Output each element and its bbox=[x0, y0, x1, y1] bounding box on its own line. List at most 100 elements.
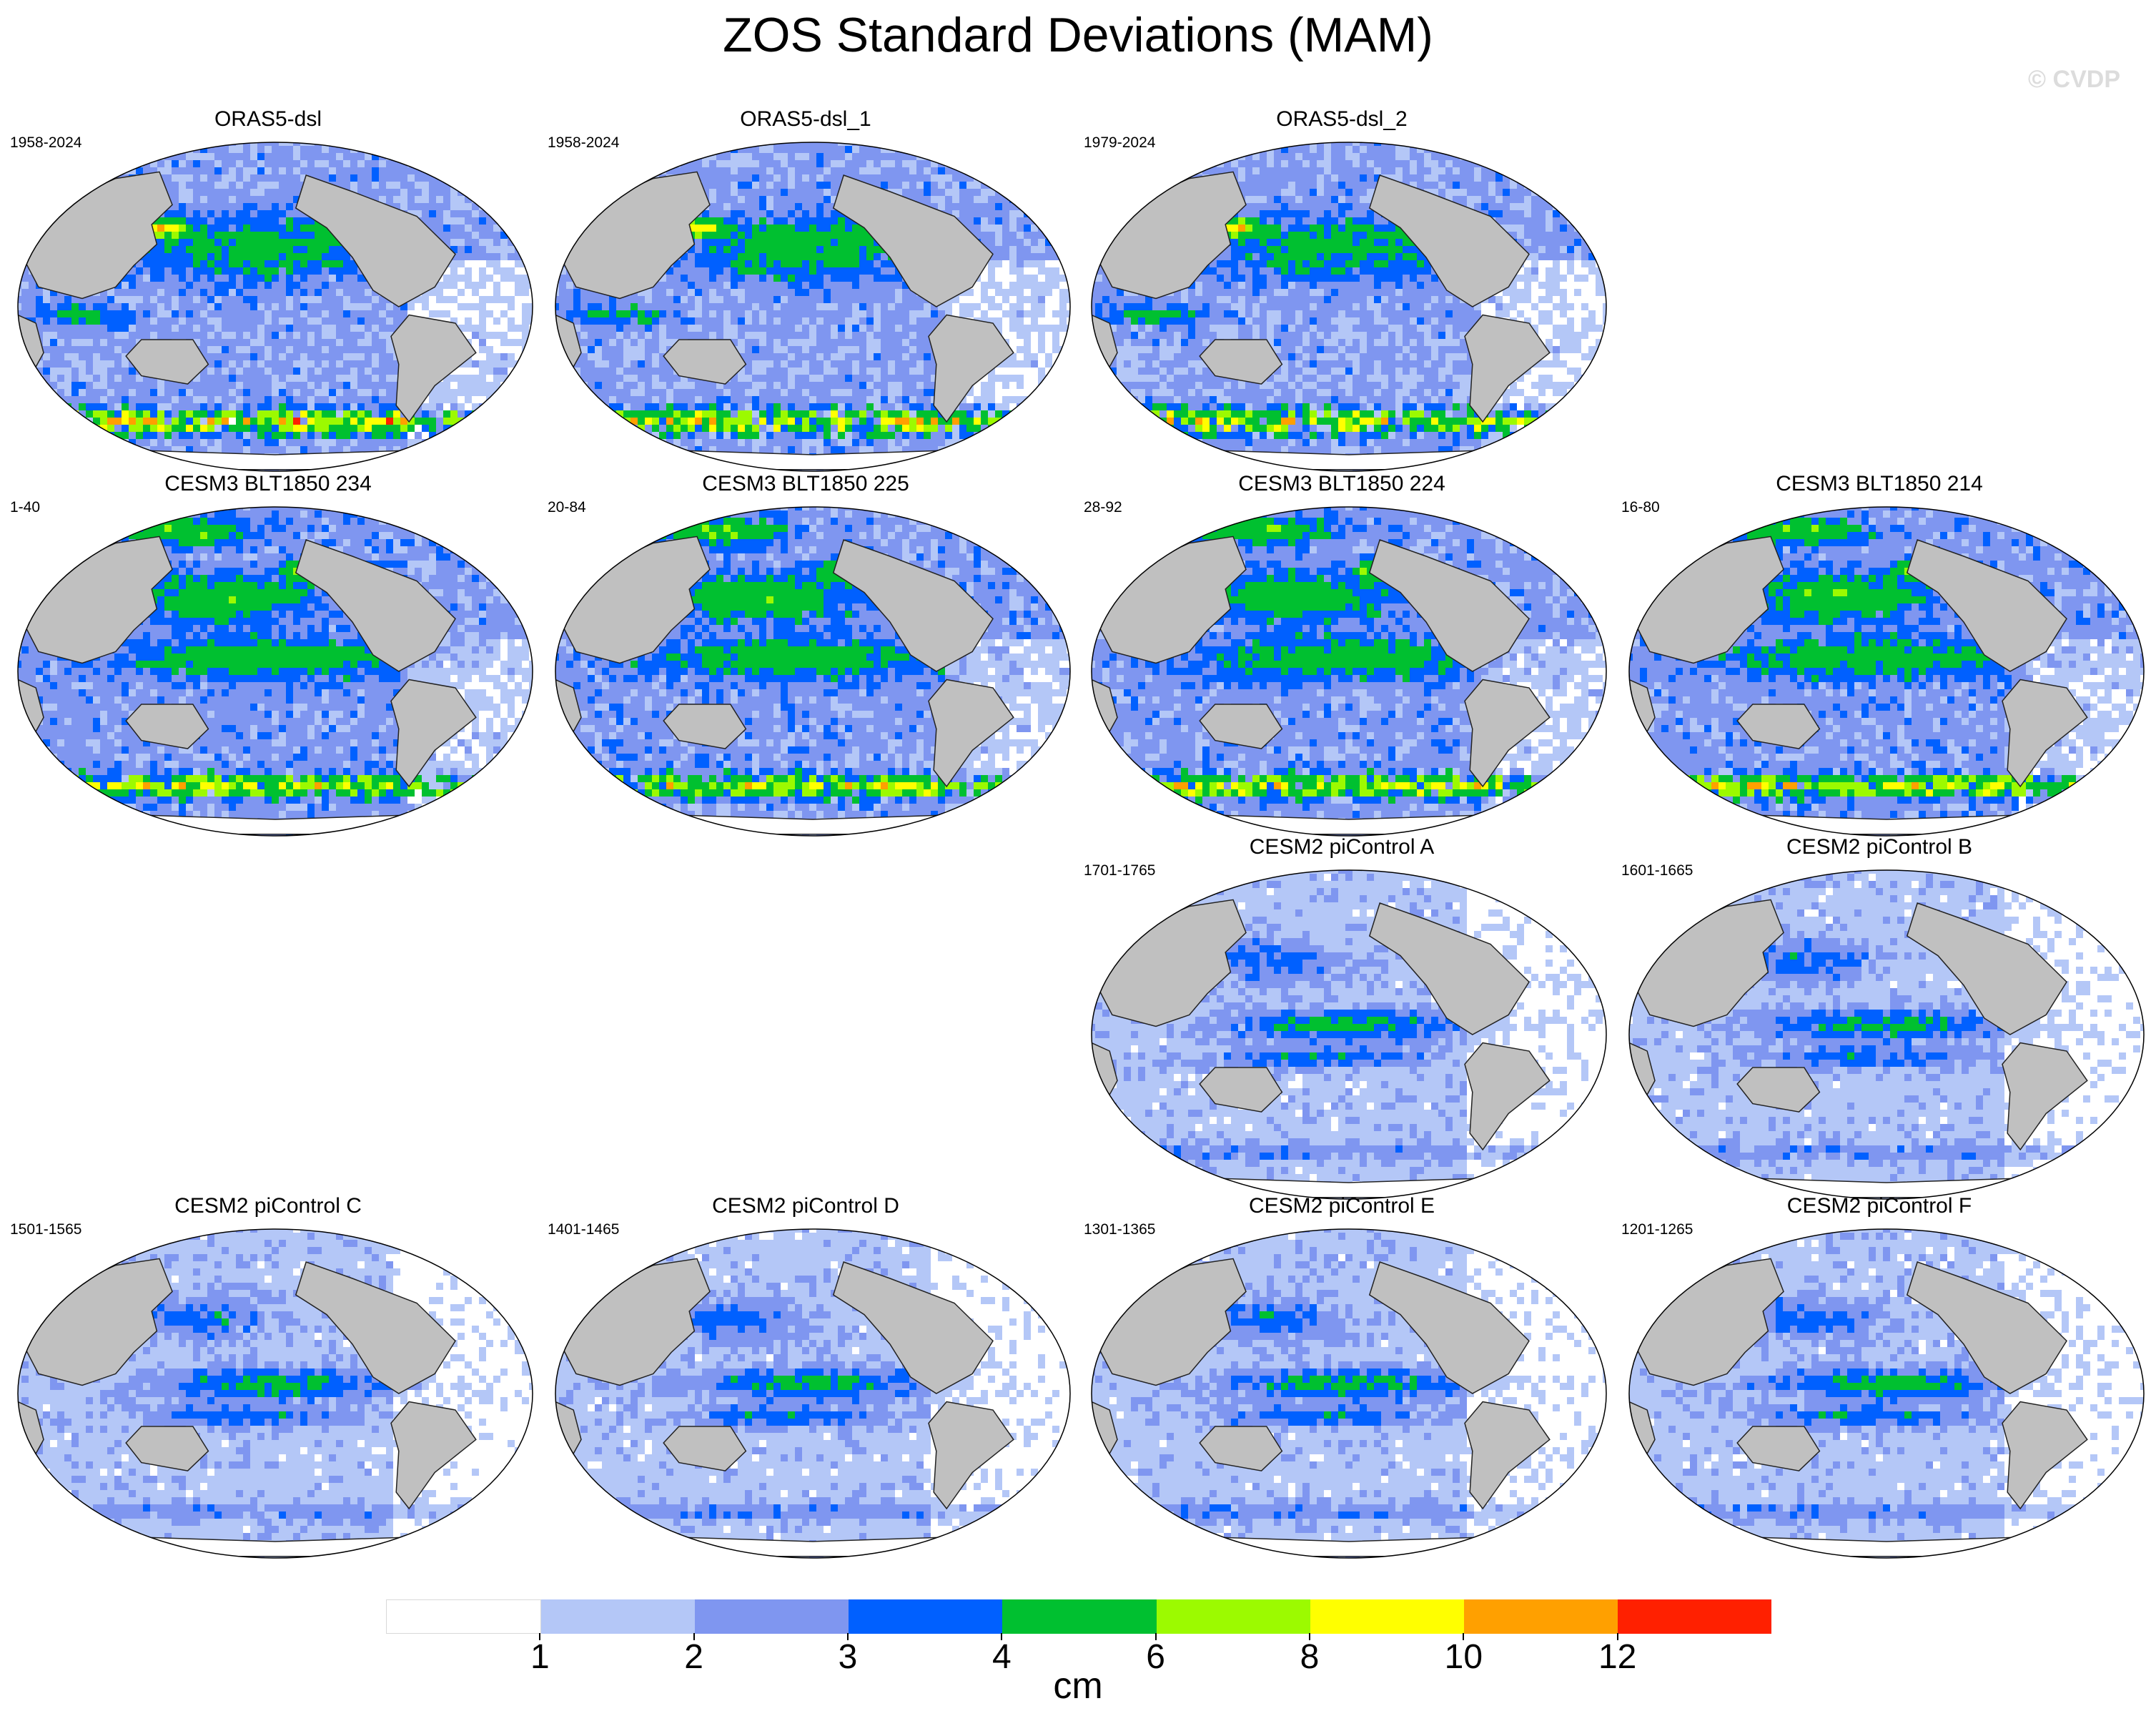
panel-title: ORAS5-dsl_1 bbox=[538, 107, 1074, 132]
panel-years: 1-40 bbox=[10, 499, 40, 516]
landmass bbox=[1736, 1426, 1821, 1471]
sea-level-std-map bbox=[555, 1228, 1071, 1559]
landmass bbox=[1906, 539, 2067, 672]
panel-title: ORAS5-dsl_2 bbox=[1074, 107, 1610, 132]
ocean-field bbox=[1629, 1229, 2144, 1558]
landmass bbox=[295, 174, 456, 307]
ocean-field bbox=[1092, 507, 1606, 836]
sea-level-std-map bbox=[1091, 142, 1607, 472]
map-panel: CESM2 piControl F 1201-1265 bbox=[1611, 1194, 2147, 1566]
colorbar-box bbox=[1002, 1599, 1157, 1634]
colorbar-box bbox=[849, 1599, 1003, 1634]
map-border bbox=[17, 506, 533, 837]
map-border bbox=[555, 1228, 1071, 1559]
colorbar-tick bbox=[539, 1633, 541, 1640]
continents bbox=[1092, 1258, 1556, 1557]
colorbar-tick bbox=[693, 1633, 695, 1640]
colorbar-units: cm bbox=[1042, 1665, 1114, 1707]
ocean-field bbox=[555, 142, 1070, 471]
map-panel: CESM2 piControl B 1601-1665 bbox=[1611, 835, 2147, 1207]
colorbar-tick bbox=[847, 1633, 849, 1640]
panel-title: CESM3 BLT1850 224 bbox=[1074, 472, 1610, 496]
colorbar-tick bbox=[1154, 1633, 1157, 1640]
map-border bbox=[555, 142, 1071, 472]
landmass bbox=[928, 1401, 1014, 1510]
map-border bbox=[1091, 1228, 1607, 1559]
landmass bbox=[663, 1426, 747, 1471]
ocean-field bbox=[1092, 870, 1606, 1199]
colorbar-tick-label: 6 bbox=[1113, 1637, 1199, 1677]
colorbar-box bbox=[1463, 1599, 1618, 1634]
map-panel: CESM2 piControl C 1501-1565 bbox=[0, 1194, 536, 1566]
landmass bbox=[2002, 1042, 2088, 1151]
landmass bbox=[1199, 1067, 1283, 1113]
landmass bbox=[1464, 314, 1551, 423]
figure-title: ZOS Standard Deviations (MAM) bbox=[0, 7, 2156, 63]
colorbar-box bbox=[386, 1599, 542, 1634]
map-border bbox=[17, 142, 533, 472]
sea-level-std-map bbox=[1091, 506, 1607, 837]
ocean-field bbox=[1629, 870, 2144, 1199]
map-panel: CESM2 piControl E 1301-1365 bbox=[1074, 1194, 1610, 1566]
ocean-field bbox=[1092, 1229, 1606, 1558]
landmass bbox=[663, 339, 747, 385]
panel-title: CESM3 BLT1850 214 bbox=[1611, 472, 2147, 496]
landmass bbox=[832, 539, 994, 672]
landmass bbox=[390, 314, 477, 423]
landmass bbox=[390, 1401, 477, 1510]
map-panel: ORAS5-dsl_1 1958-2024 bbox=[538, 107, 1074, 479]
panel-title: CESM3 BLT1850 234 bbox=[0, 472, 536, 496]
landmass bbox=[125, 1426, 209, 1471]
landmass bbox=[390, 679, 477, 788]
landmass bbox=[1199, 704, 1283, 749]
colorbar-tick-label: 1 bbox=[497, 1637, 583, 1677]
colorbar-tick bbox=[1463, 1633, 1465, 1640]
sea-level-std-map bbox=[1628, 506, 2145, 837]
colorbar bbox=[386, 1599, 1771, 1634]
panel-years: 1958-2024 bbox=[548, 134, 619, 152]
landmass bbox=[125, 339, 209, 385]
colorbar-tick-label: 10 bbox=[1420, 1637, 1506, 1677]
colorbar-tick-label: 3 bbox=[805, 1637, 891, 1677]
landmass bbox=[1368, 174, 1530, 307]
map-border bbox=[1628, 506, 2145, 837]
map-border bbox=[555, 506, 1071, 837]
landmass bbox=[1464, 1042, 1551, 1151]
ocean-field bbox=[555, 1229, 1070, 1558]
colorbar-tick-label: 4 bbox=[959, 1637, 1044, 1677]
map-border bbox=[1091, 142, 1607, 472]
colorbar-box bbox=[541, 1599, 696, 1634]
sea-level-std-map bbox=[17, 506, 533, 837]
landmass bbox=[295, 539, 456, 672]
panel-title: CESM3 BLT1850 225 bbox=[538, 472, 1074, 496]
panel-years: 1201-1265 bbox=[1621, 1221, 1693, 1238]
panel-years: 16-80 bbox=[1621, 499, 1660, 516]
colorbar-box bbox=[1310, 1599, 1464, 1634]
map-panel: CESM3 BLT1850 225 20-84 bbox=[538, 472, 1074, 844]
landmass bbox=[2002, 1401, 2088, 1510]
sea-level-std-map bbox=[17, 1228, 533, 1559]
panel-title: ORAS5-dsl bbox=[0, 107, 536, 132]
continents bbox=[1092, 171, 1556, 470]
colorbar-tick bbox=[1309, 1633, 1310, 1640]
colorbar-tick-label: 8 bbox=[1267, 1637, 1353, 1677]
landmass bbox=[1199, 339, 1283, 385]
panel-title: CESM2 piControl D bbox=[538, 1194, 1074, 1218]
colorbar-box bbox=[695, 1599, 849, 1634]
landmass bbox=[1906, 902, 2067, 1035]
panel-years: 1701-1765 bbox=[1084, 862, 1155, 879]
watermark: © CVDP bbox=[2028, 66, 2120, 94]
map-panel: CESM2 piControl D 1401-1465 bbox=[538, 1194, 1074, 1566]
sea-level-std-map bbox=[555, 506, 1071, 837]
ocean-field bbox=[1092, 142, 1606, 471]
landmass bbox=[832, 1261, 994, 1394]
landmass bbox=[1736, 704, 1821, 749]
ocean-field bbox=[555, 507, 1070, 836]
panel-years: 1301-1365 bbox=[1084, 1221, 1155, 1238]
panel-title: CESM2 piControl F bbox=[1611, 1194, 2147, 1218]
map-panel: CESM2 piControl A 1701-1765 bbox=[1074, 835, 1610, 1207]
panel-title: CESM2 piControl B bbox=[1611, 835, 2147, 859]
map-border bbox=[1091, 869, 1607, 1200]
panel-years: 1501-1565 bbox=[10, 1221, 81, 1238]
